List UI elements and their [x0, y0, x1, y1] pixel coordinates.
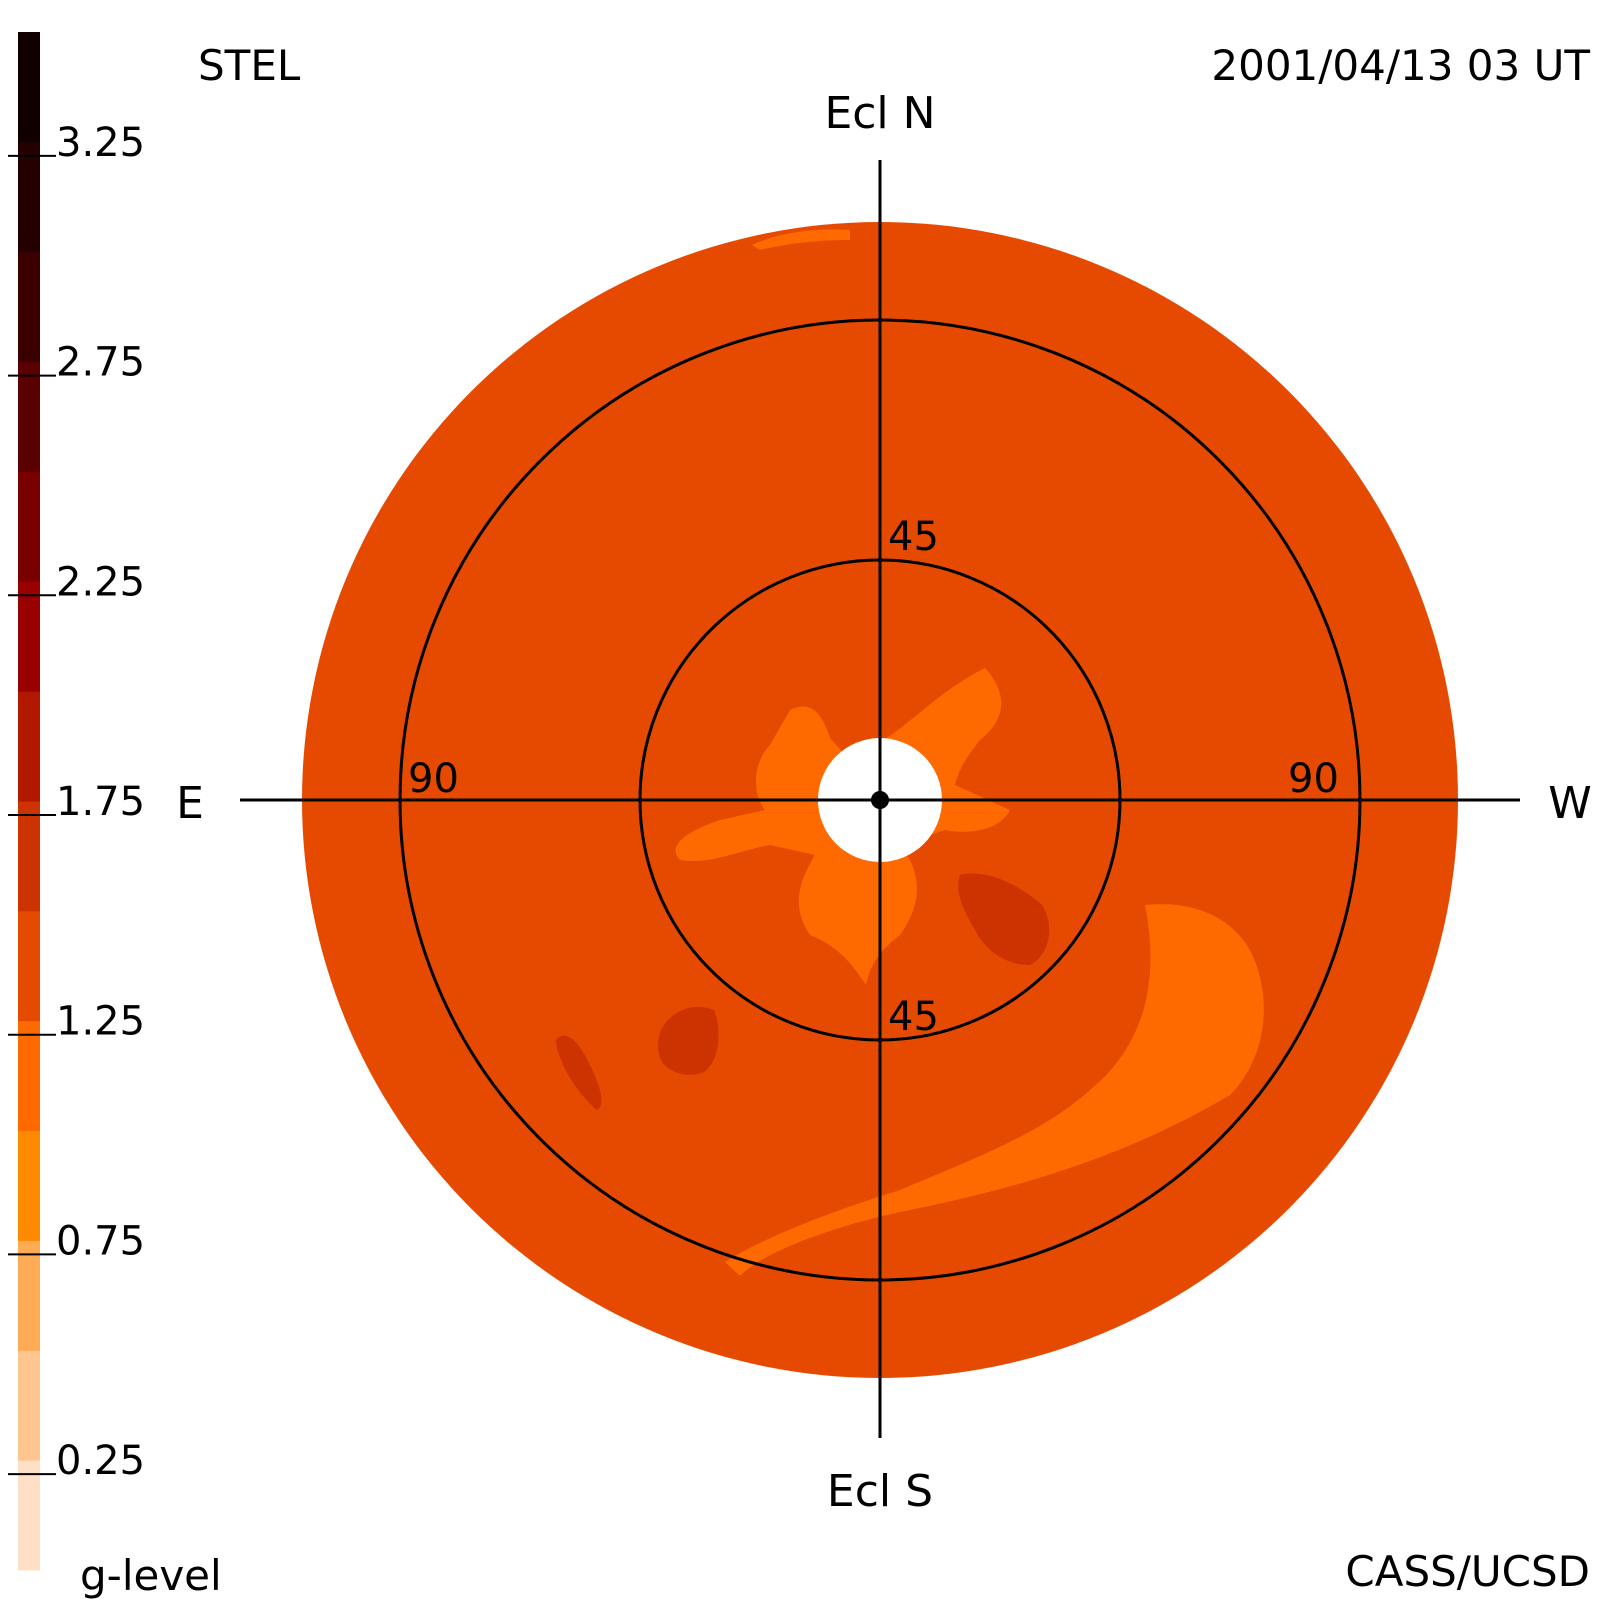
ring-label-90-east: 90 — [408, 756, 459, 802]
colorbar-tick-label: 1.25 — [56, 999, 145, 1045]
colorbar-segment — [18, 581, 40, 692]
direction-west-label: W — [1548, 778, 1592, 829]
colorbar-segment — [18, 1130, 40, 1241]
colorbar-tick-label: 0.75 — [56, 1218, 145, 1264]
sun-center-dot — [871, 791, 889, 809]
direction-south-label: Ecl S — [827, 1466, 933, 1517]
map-patch-dark-se — [657, 1006, 719, 1075]
colorbar-tick-label: 1.75 — [56, 779, 145, 825]
timestamp-label: 2001/04/13 03 UT — [1211, 41, 1590, 90]
colorbar-segment — [18, 32, 40, 143]
colorbar-segment — [18, 361, 40, 472]
map-patch-dark-se-small — [556, 1035, 602, 1110]
colorbar-segment — [18, 251, 40, 363]
sky-map: 45 45 90 90 — [240, 160, 1520, 1438]
observatory-label: STEL — [198, 41, 301, 90]
map-patch-dark-sw — [958, 873, 1050, 965]
direction-north-label: Ecl N — [824, 88, 935, 139]
credit-label: CASS/UCSD — [1345, 1547, 1590, 1596]
colorbar-segment — [18, 691, 40, 802]
colorbar-quantity-label: g-level — [80, 1551, 222, 1600]
ring-label-45-north: 45 — [888, 514, 939, 560]
colorbar-tick-label: 2.75 — [56, 340, 145, 386]
colorbar-segment — [18, 1460, 40, 1571]
colorbar-segment — [18, 141, 40, 253]
colorbar: 3.25 2.75 2.25 1.75 1.25 0.75 0.25 — [8, 32, 145, 1571]
colorbar-segment — [18, 801, 40, 912]
colorbar-segment — [18, 1240, 40, 1351]
colorbar-tick-label: 3.25 — [56, 120, 145, 166]
map-patch-south-arc — [725, 904, 1264, 1276]
ring-label-90-west: 90 — [1288, 756, 1339, 802]
colorbar-ticks: 3.25 2.75 2.25 1.75 1.25 0.75 0.25 — [8, 120, 145, 1484]
colorbar-segments — [18, 32, 40, 1571]
ring-label-45-south: 45 — [888, 994, 939, 1040]
colorbar-segment — [18, 1350, 40, 1461]
colorbar-segment — [18, 1020, 40, 1132]
colorbar-tick-label: 2.25 — [56, 559, 145, 605]
map-patch-top-edge — [752, 229, 850, 250]
colorbar-tick-label: 0.25 — [56, 1438, 145, 1484]
colorbar-segment — [18, 471, 40, 582]
direction-east-label: E — [176, 778, 204, 829]
colorbar-segment — [18, 910, 40, 1022]
